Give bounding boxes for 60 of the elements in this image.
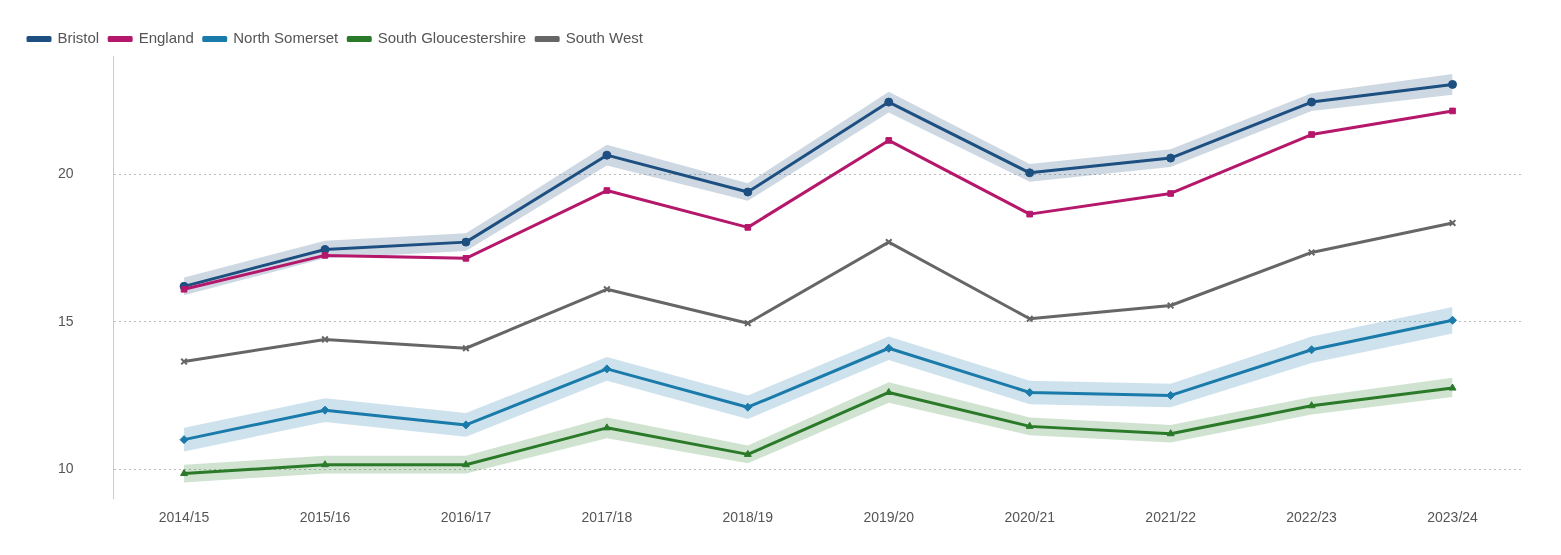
x-tick-label: 2016/17	[440, 508, 492, 525]
point	[1025, 421, 1034, 429]
point	[462, 255, 470, 262]
point	[1026, 210, 1034, 218]
point	[743, 402, 753, 412]
point	[744, 224, 752, 231]
point	[1307, 401, 1316, 409]
point	[1308, 131, 1315, 138]
legend-label: England	[138, 29, 194, 47]
x-tick-label: 2021/22	[1145, 508, 1197, 525]
point	[603, 187, 611, 194]
y-tick-label: 20	[57, 165, 74, 182]
point	[1166, 153, 1176, 163]
point	[1025, 387, 1035, 397]
point	[1448, 79, 1458, 89]
point	[743, 187, 753, 197]
point	[1448, 383, 1457, 391]
point	[179, 435, 189, 445]
point	[743, 319, 752, 328]
point	[320, 405, 330, 415]
point	[1166, 390, 1176, 400]
y-tick-label: 15	[57, 312, 74, 329]
point	[321, 460, 329, 468]
point	[1448, 315, 1458, 325]
point	[461, 237, 471, 247]
x-tick-label: 2018/19	[722, 508, 774, 525]
x-tick-label: 2015/16	[299, 508, 351, 525]
point	[1307, 248, 1316, 257]
legend-label: South Gloucestershire	[377, 29, 527, 47]
point	[180, 285, 188, 293]
legend-label: Bristol	[57, 29, 100, 47]
x-tick-label: 2019/20	[863, 508, 915, 525]
point	[461, 460, 470, 468]
point	[884, 238, 893, 246]
point	[743, 449, 752, 457]
point	[1166, 301, 1175, 310]
point	[180, 469, 189, 477]
legend-label: North Somerset	[233, 29, 340, 47]
point	[602, 150, 612, 160]
point	[603, 285, 611, 294]
point	[1307, 345, 1317, 355]
point	[884, 97, 894, 107]
point	[1167, 190, 1174, 197]
point	[602, 423, 611, 431]
x-tick-label: 2022/23	[1286, 508, 1338, 525]
point	[602, 364, 612, 374]
legend-label: South West	[565, 29, 644, 47]
point	[884, 343, 894, 353]
point	[321, 335, 329, 344]
point	[1166, 429, 1175, 437]
x-tick-label: 2017/18	[581, 508, 633, 525]
point	[1449, 107, 1456, 115]
point	[1307, 97, 1317, 107]
point	[1025, 168, 1035, 178]
point	[885, 137, 893, 144]
x-tick-label: 2014/15	[158, 508, 210, 525]
y-tick-label: 10	[57, 459, 74, 476]
x-tick-label: 2023/24	[1427, 508, 1479, 525]
x-tick-label: 2020/21	[1004, 508, 1056, 525]
point	[321, 252, 329, 259]
